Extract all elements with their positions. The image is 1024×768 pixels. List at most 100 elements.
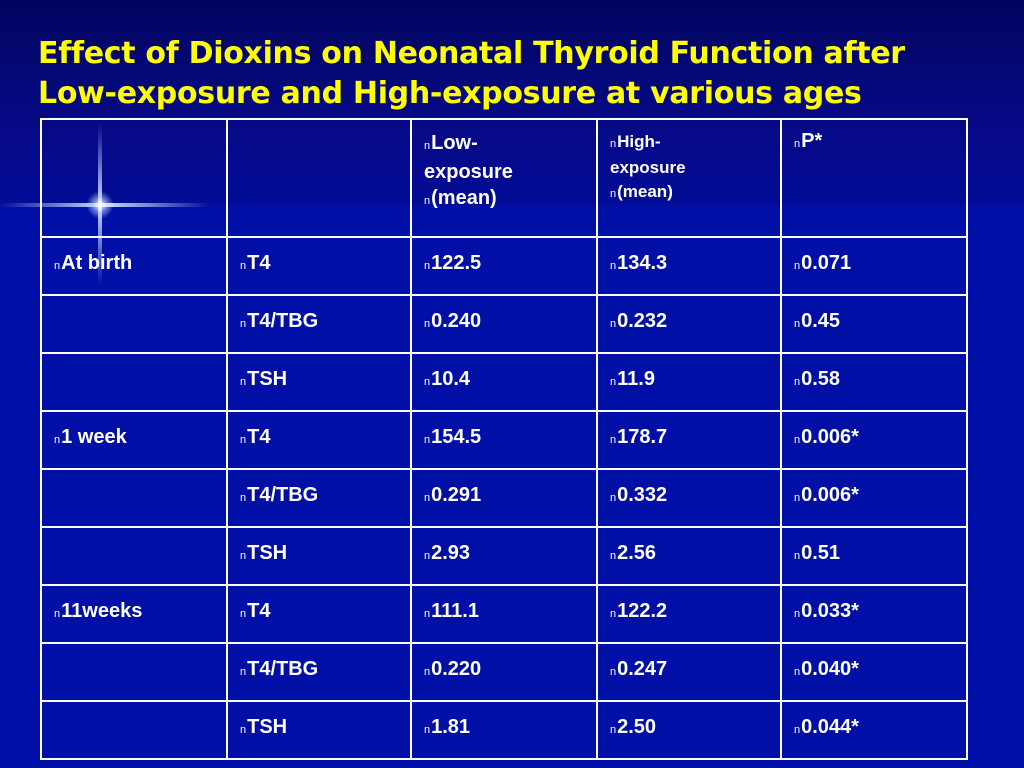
cell-parameter: nTSH — [226, 352, 412, 412]
cell-low-exposure: n0.220 — [410, 642, 598, 702]
cell-parameter: nT4/TBG — [226, 294, 412, 354]
table-row: nT4/TBG n0.291 n0.332 n0.006* — [40, 468, 968, 528]
header-cell-high-exposure: nHigh- exposure n(mean) — [596, 118, 782, 238]
bullet: n — [794, 666, 801, 678]
cell-age — [40, 642, 228, 702]
title-line-2: Low-exposure and High-exposure at variou… — [38, 76, 862, 111]
header-high-line3: (mean) — [617, 182, 673, 201]
bullet: n — [424, 434, 431, 446]
title-line-1: Effect of Dioxins on Neonatal Thyroid Fu… — [38, 36, 905, 71]
cell-high-exposure: n2.56 — [596, 526, 782, 586]
bullet: n — [610, 376, 617, 388]
cell-high-exposure-value: 0.247 — [617, 658, 668, 680]
bullet: n — [424, 318, 431, 330]
cell-p-value: n0.45 — [780, 294, 968, 354]
cell-high-exposure: n134.3 — [596, 236, 782, 296]
bullet: n — [240, 260, 247, 272]
cell-parameter-value: TSH — [247, 542, 288, 564]
cell-age-value: At birth — [61, 252, 133, 274]
bullet: n — [794, 724, 801, 736]
cell-p-value: n0.58 — [780, 352, 968, 412]
cell-age-value: 1 week — [61, 426, 127, 448]
cell-parameter: nT4 — [226, 236, 412, 296]
cell-high-exposure-value: 2.56 — [617, 542, 657, 564]
cell-high-exposure: n2.50 — [596, 700, 782, 760]
cell-parameter: nT4/TBG — [226, 468, 412, 528]
bullet: n — [794, 260, 801, 272]
results-table: nLow- exposure n(mean) nHigh- exposure n… — [40, 118, 968, 760]
bullet: n — [610, 550, 617, 562]
cell-p-value: n0.044* — [780, 700, 968, 760]
cell-age — [40, 352, 228, 412]
cell-high-exposure: n178.7 — [596, 410, 782, 470]
bullet: n — [424, 608, 431, 620]
cell-parameter: nTSH — [226, 526, 412, 586]
bullet: n — [610, 608, 617, 620]
cell-parameter-value: T4/TBG — [247, 484, 319, 506]
cell-low-exposure: n10.4 — [410, 352, 598, 412]
header-cell-low-exposure: nLow- exposure n(mean) — [410, 118, 598, 238]
bullet: n — [794, 492, 801, 504]
cell-high-exposure-value: 134.3 — [617, 252, 668, 274]
cell-p-value: n0.033* — [780, 584, 968, 644]
bullet: n — [610, 138, 617, 150]
table-row: nTSH n1.81 n2.50 n0.044* — [40, 700, 968, 760]
cell-p-value-value: 0.006* — [801, 426, 859, 448]
cell-age — [40, 468, 228, 528]
cell-p-value: n0.51 — [780, 526, 968, 586]
cell-parameter-value: T4 — [247, 252, 271, 274]
cell-age — [40, 526, 228, 586]
cell-p-value: n0.006* — [780, 410, 968, 470]
cell-p-value-value: 0.040* — [801, 658, 859, 680]
bullet: n — [424, 376, 431, 388]
bullet: n — [424, 492, 431, 504]
header-cell-age — [40, 118, 228, 238]
header-p-label: P* — [801, 130, 823, 152]
bullet: n — [610, 318, 617, 330]
cell-p-value: n0.071 — [780, 236, 968, 296]
cell-p-value: n0.040* — [780, 642, 968, 702]
table-row: nT4/TBG n0.240 n0.232 n0.45 — [40, 294, 968, 354]
header-low-line3: (mean) — [431, 187, 497, 209]
cell-p-value: n0.006* — [780, 468, 968, 528]
bullet: n — [240, 492, 247, 504]
cell-low-exposure: n1.81 — [410, 700, 598, 760]
cell-low-exposure-value: 122.5 — [431, 252, 482, 274]
cell-parameter-value: T4/TBG — [247, 658, 319, 680]
cell-high-exposure: n0.247 — [596, 642, 782, 702]
cell-high-exposure: n122.2 — [596, 584, 782, 644]
cell-parameter-value: T4 — [247, 426, 271, 448]
cell-age: nAt birth — [40, 236, 228, 296]
cell-age — [40, 294, 228, 354]
header-cell-parameter — [226, 118, 412, 238]
cell-low-exposure-value: 0.291 — [431, 484, 482, 506]
table-row: nAt birth nT4 n122.5 n134.3 n0.071 — [40, 236, 968, 296]
table-row: n1 week nT4 n154.5 n178.7 n0.006* — [40, 410, 968, 470]
bullet: n — [794, 318, 801, 330]
bullet: n — [240, 376, 247, 388]
cell-low-exposure-value: 0.240 — [431, 310, 482, 332]
cell-low-exposure-value: 111.1 — [431, 600, 479, 622]
bullet: n — [610, 666, 617, 678]
cell-low-exposure-value: 1.81 — [431, 716, 471, 738]
table-row: nT4/TBG n0.220 n0.247 n0.040* — [40, 642, 968, 702]
cell-low-exposure: n0.291 — [410, 468, 598, 528]
bullet: n — [240, 550, 247, 562]
cell-high-exposure: n0.232 — [596, 294, 782, 354]
bullet: n — [424, 550, 431, 562]
bullet: n — [794, 138, 801, 150]
bullet: n — [610, 724, 617, 736]
cell-parameter: nTSH — [226, 700, 412, 760]
bullet: n — [794, 550, 801, 562]
table-row: nTSH n2.93 n2.56 n0.51 — [40, 526, 968, 586]
cell-parameter-value: T4 — [247, 600, 271, 622]
cell-low-exposure: n2.93 — [410, 526, 598, 586]
cell-high-exposure: n11.9 — [596, 352, 782, 412]
cell-high-exposure-value: 0.232 — [617, 310, 668, 332]
cell-high-exposure-value: 178.7 — [617, 426, 668, 448]
bullet: n — [54, 434, 61, 446]
cell-parameter: nT4/TBG — [226, 642, 412, 702]
header-low-line2: exposure — [424, 161, 513, 183]
header-cell-p-value: nP* — [780, 118, 968, 238]
cell-p-value-value: 0.51 — [801, 542, 841, 564]
